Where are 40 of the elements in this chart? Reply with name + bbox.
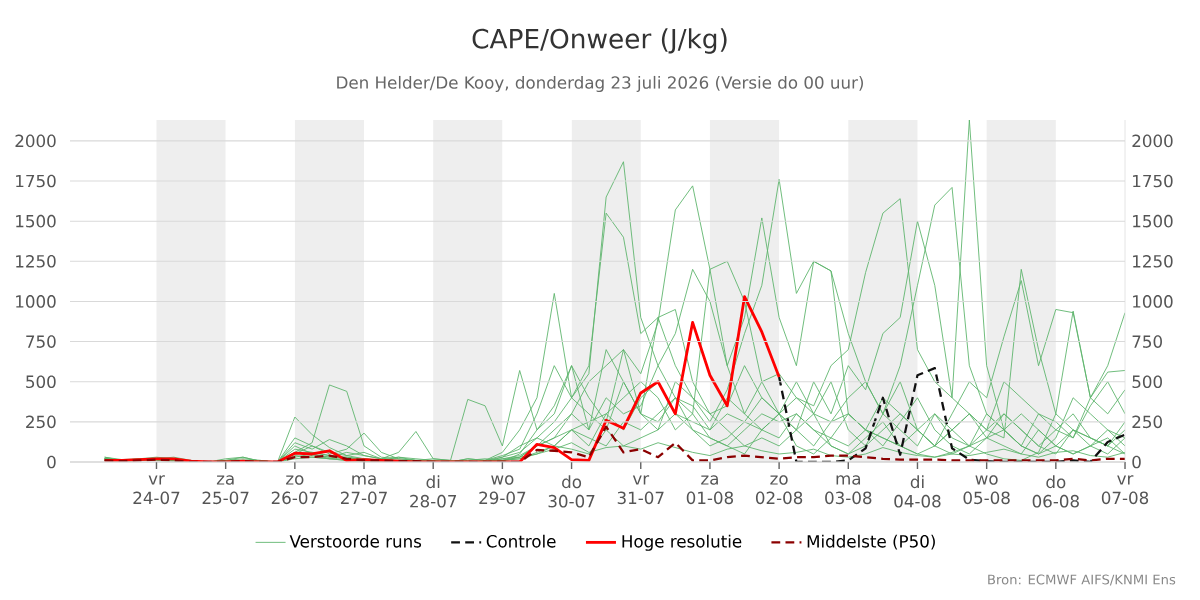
legend-label: Middelste (P50) (807, 534, 935, 550)
x-tick-label: vr 07-08 (1101, 475, 1149, 505)
y2-tick-label: 1000 (1133, 295, 1173, 308)
x-tick-label: zo 26-07 (271, 475, 318, 505)
text: Bron: ECMWF AIFS/KNMI Ens (988, 574, 1176, 586)
y2-tick-label: 0 (1132, 455, 1141, 469)
chart-title: CAPE/Onweer (J/kg) (472, 28, 727, 54)
y2-tick-label: 750 (1132, 335, 1162, 348)
x-tick-label: wo 05-08 (963, 475, 1010, 505)
y-tick-label: 2000 (15, 134, 56, 148)
x-tick-label: do 06-08 (1032, 475, 1079, 508)
x-tick-label: ma 27-07 (340, 475, 387, 505)
x-tick-label: za 01-08 (686, 475, 734, 505)
y-tick-label: 250 (26, 415, 56, 429)
y2-tick-label: 1750 (1133, 174, 1173, 188)
y2-tick-label: 250 (1132, 415, 1162, 429)
x-tick-label: di 28-07 (410, 475, 457, 508)
y-tick-label: 750 (26, 335, 56, 348)
y-tick-label: 1250 (16, 254, 56, 268)
x-tick-label: wo 29-07 (479, 475, 526, 505)
x-tick-label: vr 24-07 (133, 475, 180, 505)
y2-tick-label: 1250 (1133, 254, 1173, 268)
y-tick-label: 1750 (16, 174, 56, 188)
x-tick-label: ma 03-08 (825, 475, 872, 505)
y-tick-label: 1500 (16, 214, 56, 228)
legend-label: Hoge resolutie (622, 534, 742, 551)
y-tick-label: 1000 (16, 295, 56, 308)
y-tick-label: 500 (26, 375, 56, 389)
y2-tick-label: 1500 (1133, 214, 1173, 228)
x-tick-label: zo 02-08 (755, 475, 803, 505)
x-tick-label: za 25-07 (202, 475, 249, 505)
x-tick-label: vr 31-07 (617, 475, 664, 505)
y-tick-label: 0 (47, 455, 56, 469)
x-tick-label: di 04-08 (894, 475, 941, 508)
legend-label: Controle (486, 534, 556, 548)
y2-tick-label: 500 (1132, 375, 1162, 389)
legend-label: Verstoorde runs (289, 534, 422, 548)
x-tick-label: do 30-07 (548, 475, 595, 508)
chart-subtitle: Den Helder/De Kooy, donderdag 23 juli 2026 (Versie do 00 uur) (337, 75, 864, 93)
y2-tick-label: 2000 (1132, 134, 1173, 148)
